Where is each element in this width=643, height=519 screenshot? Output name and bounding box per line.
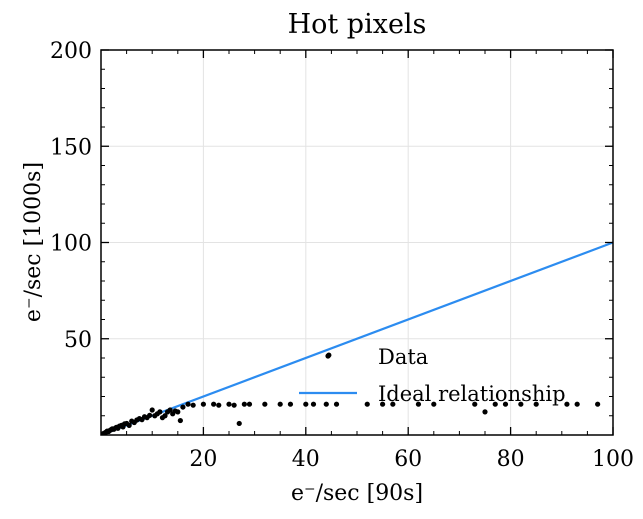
data-point <box>415 401 422 407</box>
data-point <box>162 413 168 419</box>
x-tick-label: 40 <box>292 447 320 472</box>
data-point <box>303 401 309 407</box>
data-point <box>236 420 242 427</box>
x-tick-label: 100 <box>592 447 634 472</box>
data-point <box>200 401 206 407</box>
x-tick-label: 60 <box>394 447 422 472</box>
data-point <box>241 401 247 407</box>
data-point <box>246 401 253 407</box>
axis-ticks <box>101 49 614 435</box>
tick-labels: 20 40 60 80 100 50 100 150 200 <box>50 39 634 472</box>
legend-marker-data <box>325 353 331 359</box>
data-point <box>226 401 232 407</box>
y-tick-label: 100 <box>50 232 92 257</box>
legend-label-data: Data <box>378 345 428 369</box>
data-point <box>310 401 317 407</box>
data-point <box>190 402 196 408</box>
data-point <box>231 402 237 408</box>
data-point <box>390 401 396 407</box>
data-point <box>364 401 370 407</box>
x-tick-label: 20 <box>189 447 217 472</box>
data-point <box>564 401 570 407</box>
legend: Data Ideal relationship <box>299 345 566 406</box>
x-axis-label: e⁻/sec [90s] <box>291 481 423 506</box>
legend-label-ideal: Ideal relationship <box>378 382 566 406</box>
data-point <box>277 401 283 407</box>
data-point <box>492 401 498 407</box>
data-point <box>518 401 524 407</box>
y-tick-label: 200 <box>50 39 92 64</box>
data-point <box>262 401 268 407</box>
y-tick-label: 150 <box>50 135 92 160</box>
data-point <box>323 401 329 407</box>
data-point <box>595 401 601 407</box>
data-point <box>380 401 386 407</box>
data-point <box>216 402 222 408</box>
data-point <box>211 401 217 407</box>
data-point <box>126 422 132 428</box>
data-point <box>180 404 186 410</box>
data-point <box>177 417 183 424</box>
data-point <box>482 409 488 415</box>
data-point <box>149 407 155 413</box>
data-point <box>472 401 478 407</box>
chart-title: Hot pixels <box>288 9 427 40</box>
grid <box>101 50 613 435</box>
data-points-layer <box>101 352 601 435</box>
data-point <box>147 412 153 418</box>
data-point <box>502 401 509 407</box>
data-point <box>175 409 181 415</box>
data-point <box>287 401 294 407</box>
data-point <box>574 401 580 407</box>
data-point <box>157 409 163 415</box>
y-tick-label: 50 <box>64 328 92 353</box>
data-point <box>185 401 191 407</box>
data-point <box>533 401 539 407</box>
data-point <box>431 401 437 407</box>
data-point <box>167 407 173 413</box>
data-point <box>333 401 340 407</box>
x-tick-label: 80 <box>497 447 525 472</box>
y-axis-label: e⁻/sec [1000s] <box>21 162 46 322</box>
